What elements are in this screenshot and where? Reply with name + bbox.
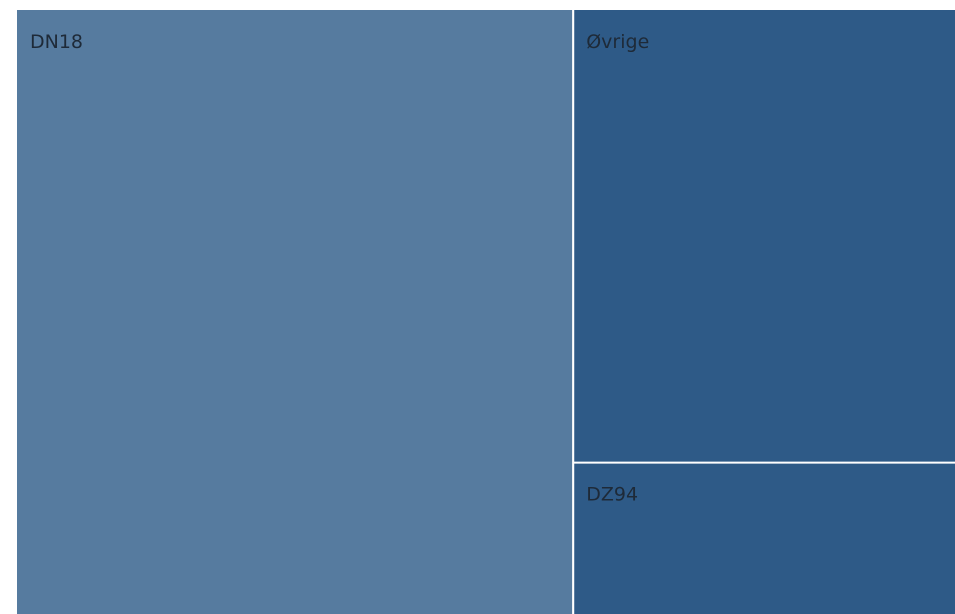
- treemap-labels: DN18 Øvrige DZ94: [30, 31, 649, 506]
- treemap-label-dn18: DN18: [30, 31, 83, 53]
- treemap-label-dz94: DZ94: [586, 484, 638, 506]
- treemap-tiles: [17, 10, 955, 614]
- tile-separator: [572, 10, 575, 614]
- treemap-tile-dn18[interactable]: [17, 10, 573, 614]
- treemap-tile-vrige[interactable]: [573, 10, 955, 463]
- treemap-tile-dz94[interactable]: [573, 462, 955, 614]
- tile-separator: [573, 461, 955, 464]
- treemap-label-vrige: Øvrige: [586, 31, 649, 53]
